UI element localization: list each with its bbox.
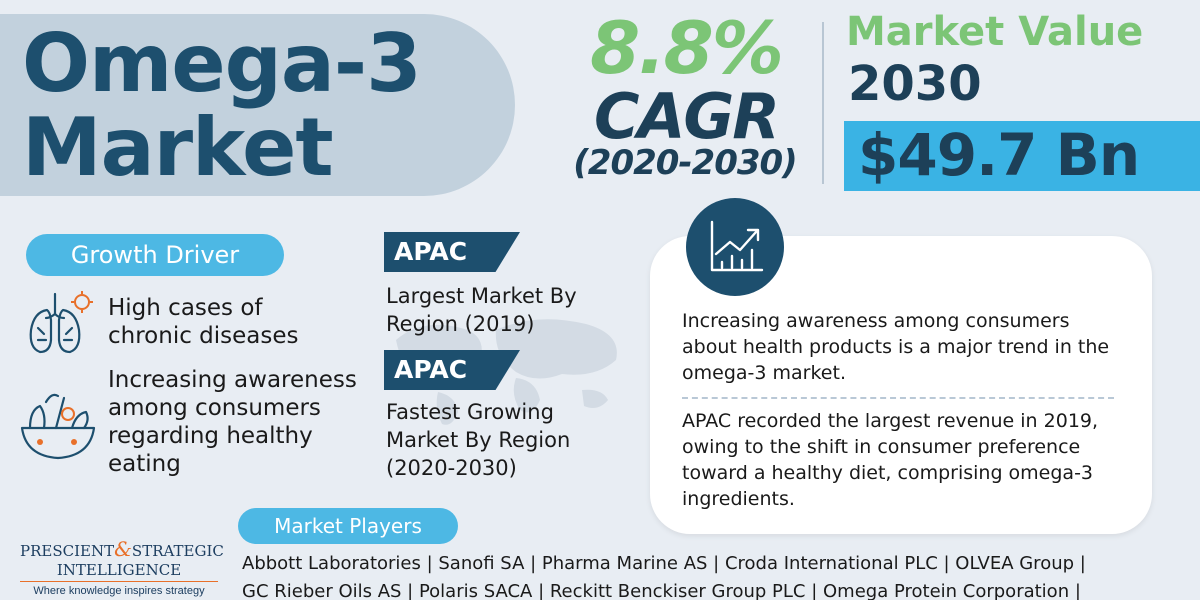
cagr-label: CAGR (593, 80, 780, 153)
lungs-icon (29, 291, 93, 354)
region-tag-largest: APAC (384, 232, 520, 272)
driver-chronic-diseases: High cases of chronic diseases (108, 295, 299, 349)
vertical-divider (822, 22, 824, 184)
logo-word-prescient: PRESCIENT (20, 542, 115, 560)
market-value-title: Market Value (846, 9, 1144, 55)
market-value-amount: $49.7 Bn (858, 121, 1140, 189)
logo-tagline: Where knowledge inspires strategy (33, 585, 205, 597)
driver-healthy-eating: Increasing awareness among consumers reg… (108, 367, 357, 477)
region-largest-text: Largest Market By Region (2019) (386, 284, 577, 336)
card-trend-text: Increasing awareness among consumers abo… (682, 310, 1110, 384)
market-players-line-1: Abbott Laboratories | Sanofi SA | Pharma… (242, 553, 1086, 574)
region-tag-fastest: APAC (384, 350, 520, 390)
card-region-text: APAC recorded the largest revenue in 201… (682, 410, 1099, 510)
title-line-2: Market (22, 101, 334, 194)
market-players-line-2: GC Rieber Oils AS | Polaris SACA | Recki… (242, 581, 1081, 600)
market-value-year: 2030 (848, 56, 982, 112)
logo-line-1: PRESCIENT&STRATEGIC (20, 537, 224, 561)
market-players-list: Abbott Laboratories | Sanofi SA | Pharma… (242, 550, 1200, 600)
healthy-food-bowl-icon (20, 393, 96, 460)
title-line-1: Omega-3 (22, 17, 422, 110)
card-divider (682, 397, 1114, 399)
growth-driver-pill: Growth Driver (26, 234, 284, 276)
cagr-period: (2020-2030) (573, 143, 797, 183)
market-players-pill: Market Players (238, 508, 458, 544)
region-fastest-text: Fastest Growing Market By Region (2020-2… (386, 400, 571, 480)
cagr-percent: 8.8% (590, 6, 784, 90)
growth-chart-icon (686, 198, 784, 296)
logo-ampersand: & (114, 537, 132, 561)
market-value-box (844, 121, 1200, 191)
logo-underline (20, 581, 218, 582)
title-panel (0, 14, 515, 196)
logo-word-strategic: STRATEGIC (131, 542, 224, 560)
logo-line-2: INTELLIGENCE (56, 561, 182, 579)
